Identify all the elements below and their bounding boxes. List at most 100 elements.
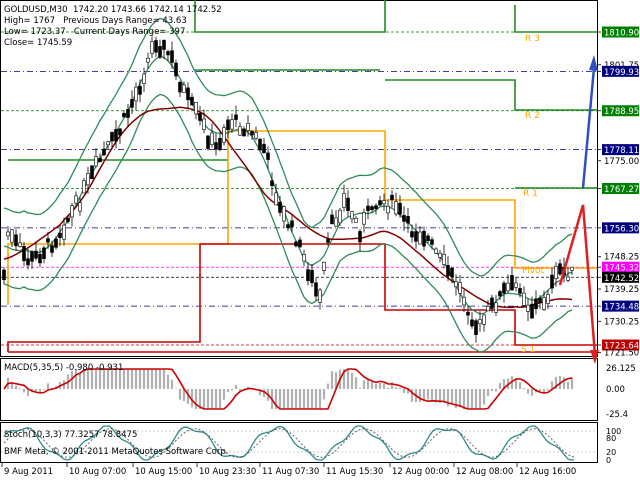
time-label: 10 Aug 07:00 — [69, 467, 126, 477]
candle-body — [282, 206, 286, 222]
macd-tick-label: 26.125 — [606, 364, 636, 374]
candle-body — [130, 99, 134, 108]
candle-body — [314, 282, 318, 297]
candle-body — [174, 62, 178, 77]
price-tag — [602, 271, 639, 283]
candle-body — [470, 319, 474, 327]
price-tag — [602, 183, 639, 194]
price-pane[interactable] — [0, 0, 598, 357]
time-label: 9 Aug 2011 — [4, 467, 53, 477]
candle-body — [170, 50, 174, 63]
candle-body — [126, 108, 130, 118]
time-label: 11 Aug 15:30 — [326, 467, 383, 477]
candle-body — [258, 138, 262, 151]
candle-body — [346, 197, 350, 211]
candle-body — [34, 250, 38, 259]
candle-body — [330, 214, 334, 225]
candle-body — [482, 314, 486, 325]
candle-body — [238, 126, 242, 136]
candle-body — [454, 281, 458, 288]
candle-body — [70, 205, 74, 218]
up-arrow-head — [589, 55, 598, 71]
candle-body — [438, 252, 442, 258]
candle-body — [390, 194, 394, 201]
candle-body — [250, 131, 254, 136]
candle-body — [510, 275, 514, 291]
price-tag-label: 1767.27 — [604, 185, 639, 195]
candle-body — [38, 253, 42, 264]
candle-body — [178, 81, 182, 93]
candle-body — [542, 297, 546, 311]
candle-body — [202, 118, 206, 130]
candle-body — [50, 245, 54, 253]
candle-body — [298, 239, 302, 248]
pivot-line — [7, 130, 597, 305]
candle-body — [538, 297, 542, 304]
candle-body — [226, 119, 230, 130]
candle-body — [122, 112, 126, 118]
price-tag — [602, 339, 639, 351]
candle-body — [378, 200, 382, 206]
candle-body — [490, 297, 494, 309]
candle-body — [354, 217, 358, 223]
price-tag-label: 1734.48 — [604, 303, 639, 313]
macd-signal-line — [3, 368, 573, 410]
candle-body — [190, 96, 194, 106]
candle-body — [106, 141, 110, 146]
candle-body — [46, 238, 50, 243]
price-tag-label: 1745.32 — [604, 264, 639, 274]
candle-body — [218, 138, 222, 151]
candle-body — [530, 303, 534, 319]
price-tick-label: 1748.25 — [604, 253, 639, 263]
time-label: 12 Aug 00:00 — [392, 467, 449, 477]
level-label-r3: R 3 — [525, 34, 540, 44]
macd-tick-label: 0.00 — [606, 385, 625, 395]
candle-body — [18, 242, 22, 247]
time-label: 10 Aug 15:00 — [135, 467, 192, 477]
price-tag — [602, 105, 639, 117]
candle-body — [62, 224, 66, 240]
macd-pane[interactable] — [0, 358, 598, 421]
candle-body — [230, 119, 234, 130]
candle-body — [26, 258, 30, 266]
candle-body — [30, 251, 34, 262]
candle-body — [222, 127, 226, 143]
stoch-tick-label: 80 — [606, 434, 616, 443]
price-tag — [602, 300, 639, 312]
macd-tick-label: -25.4 — [606, 410, 628, 420]
candle-body — [14, 234, 18, 247]
stoch-pane[interactable] — [0, 422, 598, 463]
candle-body — [166, 51, 170, 56]
candle-body — [158, 46, 162, 58]
candle-body — [430, 239, 434, 245]
candle-body — [426, 235, 430, 241]
level-label-r1: R 1 — [523, 189, 538, 199]
candle-body — [522, 292, 526, 306]
candle-body — [138, 86, 142, 95]
candle-body — [78, 202, 82, 212]
price-tag — [602, 65, 639, 77]
candle-body — [66, 218, 70, 222]
candle-body — [94, 156, 98, 167]
macd-label: MACD(5,35,5) -0.980 -0.931 — [4, 363, 124, 373]
candle-body — [550, 274, 554, 289]
price-tick-label: 1801.75 — [604, 61, 639, 71]
time-label: 12 Aug 08:00 — [456, 467, 513, 477]
time-label: 10 Aug 23:30 — [199, 467, 256, 477]
candle-body — [154, 40, 158, 53]
symbol-info: GOLDUSD,M30 1742.20 1743.66 1742.14 1742… — [4, 5, 222, 15]
bollinger-lower — [3, 93, 573, 353]
r3-line — [194, 0, 386, 33]
price-tick-label: 1730.25 — [604, 317, 639, 327]
stoch-signal-line — [3, 428, 575, 458]
candle-body — [434, 248, 438, 254]
level-label-r2: R 2 — [525, 111, 540, 121]
candle-body — [114, 129, 118, 142]
candle-body — [74, 195, 78, 204]
down-arrow-head — [590, 350, 599, 364]
candle-body — [270, 180, 274, 187]
candle-body — [398, 202, 402, 215]
candle-body — [102, 148, 106, 156]
stoch-tick-label: 100 — [606, 427, 621, 436]
